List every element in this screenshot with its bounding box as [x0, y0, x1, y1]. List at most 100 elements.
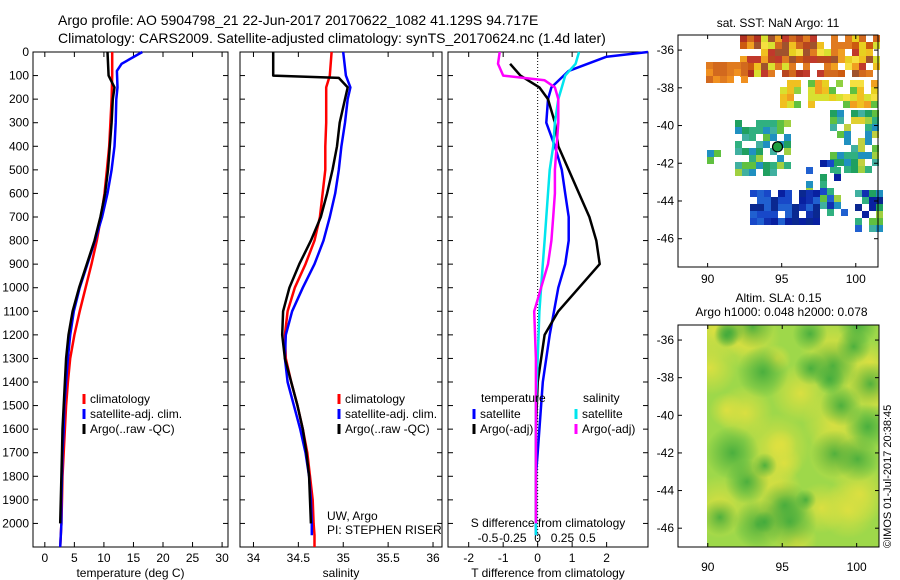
- sla-map-subtitle: Argo h1000: 0.048 h2000: 0.078: [695, 305, 867, 319]
- depth-tick-label: 0: [22, 45, 29, 59]
- sst-cell: [796, 35, 803, 42]
- depth-tick-label: 900: [9, 257, 29, 271]
- diff-legend-t-satellite-label: satellite: [480, 407, 521, 421]
- sst-cell: [813, 211, 820, 218]
- sst-cell: [775, 35, 782, 42]
- sst-cell: [873, 63, 880, 70]
- sst-cell: [806, 204, 813, 211]
- depth-tick-label: 1900: [2, 493, 29, 507]
- sst-cell: [820, 202, 827, 209]
- sst-cell: [713, 62, 720, 69]
- salinity-legend-1-label: satellite-adj. clim.: [345, 407, 437, 421]
- sst-cell: [754, 70, 761, 77]
- sst-cell: [859, 49, 866, 56]
- sst-cell: [734, 69, 741, 76]
- sst-cell: [727, 69, 734, 76]
- sst-cell: [764, 197, 771, 204]
- sst-cell: [782, 70, 789, 77]
- sst-cell: [831, 56, 838, 63]
- sst-cell: [706, 76, 713, 83]
- sst-cell: [824, 63, 831, 70]
- sst-cell: [859, 63, 866, 70]
- sst-cell: [873, 42, 880, 49]
- salinity-diff-tick-label: -0.5: [478, 531, 499, 545]
- sst-cell: [756, 120, 763, 127]
- sst-cell: [872, 131, 879, 138]
- difference-xlabel: T difference from climatology: [471, 566, 625, 580]
- sst-cell: [864, 101, 871, 108]
- sst-cell: [810, 35, 817, 42]
- sst-cell: [785, 211, 792, 218]
- sst-cell: [806, 167, 813, 174]
- depth-tick-label: 1000: [2, 281, 29, 295]
- sst-cell: [836, 94, 843, 101]
- sst-cell: [789, 35, 796, 42]
- sst-cell: [827, 195, 834, 202]
- sst-cell: [785, 204, 792, 211]
- salinity-xtick-label: 36: [426, 551, 440, 565]
- sst-cell: [754, 63, 761, 70]
- sst-cell: [770, 148, 777, 155]
- sst-cell: [789, 42, 796, 49]
- sst-cell: [844, 138, 851, 145]
- sst-cell: [866, 49, 873, 56]
- sst-cell: [784, 141, 791, 148]
- sst-cell: [838, 70, 845, 77]
- sst-cell: [799, 197, 806, 204]
- temperature-legend-1-label: satellite-adj. clim.: [90, 407, 182, 421]
- sst-cell: [858, 110, 865, 117]
- sst-cell: [735, 148, 742, 155]
- sst-cell: [869, 190, 876, 197]
- sst-cell: [834, 167, 841, 174]
- sst-cell: [727, 62, 734, 69]
- sst-cell: [799, 218, 806, 225]
- sst-cell: [740, 35, 747, 42]
- sst-cell: [768, 35, 775, 42]
- sst-cell: [785, 190, 792, 197]
- sst-xtick-label: 100: [846, 272, 866, 286]
- depth-tick-label: 1100: [3, 304, 29, 318]
- temperature-frame: [32, 51, 229, 548]
- sst-cell: [876, 225, 883, 232]
- sst-cell: [817, 56, 824, 63]
- sst-cell: [757, 218, 764, 225]
- sst-cell: [876, 211, 883, 218]
- sst-cell: [747, 42, 754, 49]
- sst-cell: [820, 188, 827, 195]
- sst-cell: [785, 197, 792, 204]
- sla-low-patch: [792, 325, 828, 352]
- sst-cell: [836, 80, 843, 87]
- sst-cell: [787, 94, 794, 101]
- sst-cell: [803, 56, 810, 63]
- sst-cell: [764, 204, 771, 211]
- sst-cell: [808, 87, 815, 94]
- sst-cell: [838, 42, 845, 49]
- sst-cell: [857, 80, 864, 87]
- sst-cell: [810, 56, 817, 63]
- sst-cell: [720, 76, 727, 83]
- sst-cell: [735, 127, 742, 134]
- sst-map-title: sat. SST: NaN Argo: 11: [717, 16, 840, 30]
- sst-xtick-label: 95: [775, 272, 789, 286]
- sst-cell: [757, 190, 764, 197]
- sla-ytick-label: -38: [657, 371, 675, 385]
- sst-cell: [768, 42, 775, 49]
- sst-cell: [824, 70, 831, 77]
- depth-tick-label: 1700: [2, 446, 29, 460]
- difference-xtick-label: -1: [498, 551, 509, 565]
- sst-cell: [844, 166, 851, 173]
- depth-tick-label: 300: [9, 116, 29, 130]
- difference-series-argo-adj-: [496, 51, 560, 524]
- sst-cell: [869, 204, 876, 211]
- sla-ytick-label: -44: [657, 484, 675, 498]
- sst-cell: [820, 174, 827, 181]
- sst-cell: [855, 204, 862, 211]
- sst-cell: [852, 56, 859, 63]
- sst-cell: [806, 218, 813, 225]
- sst-cell: [845, 42, 852, 49]
- sst-cell: [778, 190, 785, 197]
- sst-cell: [761, 63, 768, 70]
- sst-cell: [827, 202, 834, 209]
